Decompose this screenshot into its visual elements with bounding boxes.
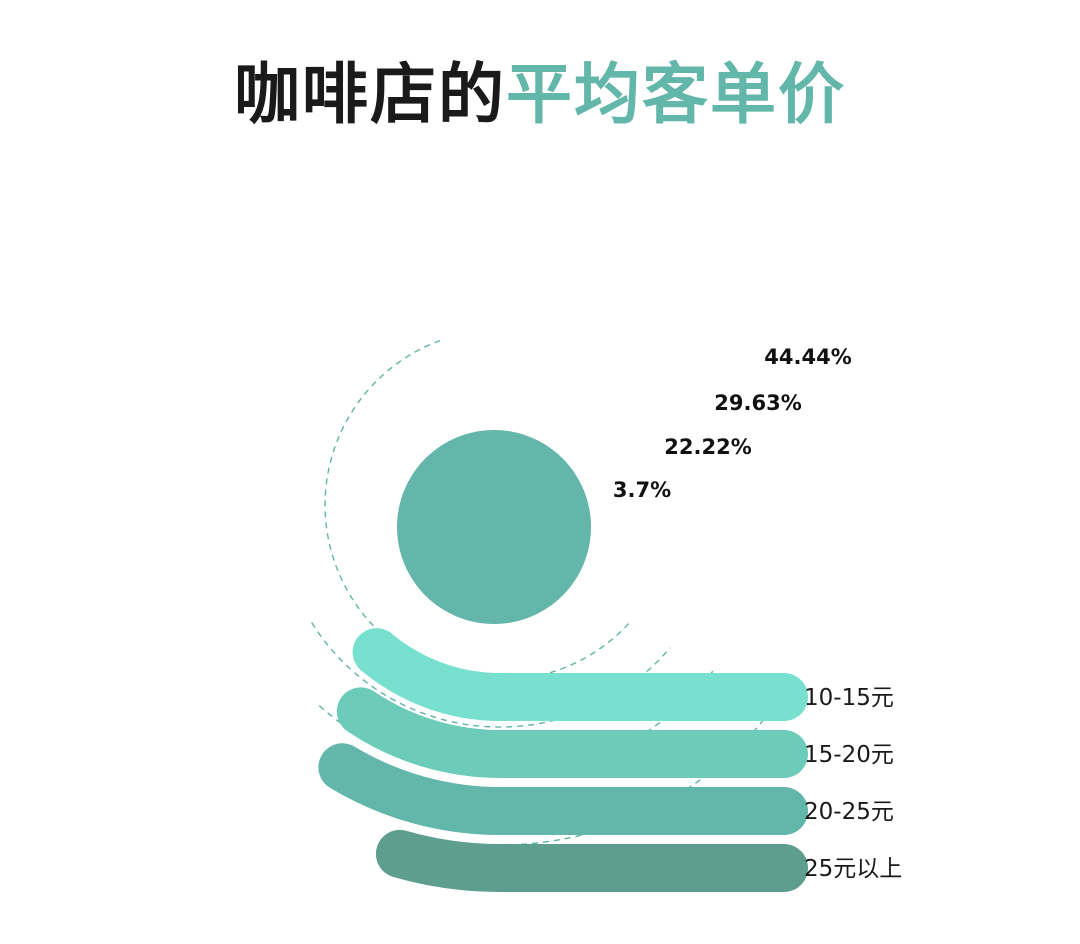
center-circle: [397, 430, 591, 624]
category-label-10-15元: 10-15元: [804, 685, 894, 711]
bar-25元以上: [375, 829, 808, 892]
value-labels: 3.7% 22.22% 29.63% 44.44%: [613, 345, 852, 502]
value-label-10-15元: 3.7%: [613, 478, 671, 502]
category-label-15-20元: 15-20元: [804, 742, 894, 768]
value-label-15-20元: 22.22%: [664, 435, 751, 459]
bar-10-15元: [352, 628, 808, 721]
chart-title-plain: 咖啡店的: [234, 56, 506, 133]
category-label-25元以上: 25元以上: [804, 856, 902, 882]
bar-20-25元: [318, 743, 808, 835]
value-label-25元以上: 44.44%: [764, 345, 851, 369]
chart-title-accent: 平均客单价: [506, 56, 846, 133]
value-label-20-25元: 29.63%: [714, 391, 801, 415]
chart-title: 咖啡店的平均客单价: [0, 50, 1080, 140]
category-labels: 10-15元 15-20元 20-25元 25元以上: [804, 685, 902, 882]
bar-series: [318, 628, 808, 892]
bar-15-20元: [336, 687, 808, 778]
category-label-20-25元: 20-25元: [804, 799, 894, 825]
